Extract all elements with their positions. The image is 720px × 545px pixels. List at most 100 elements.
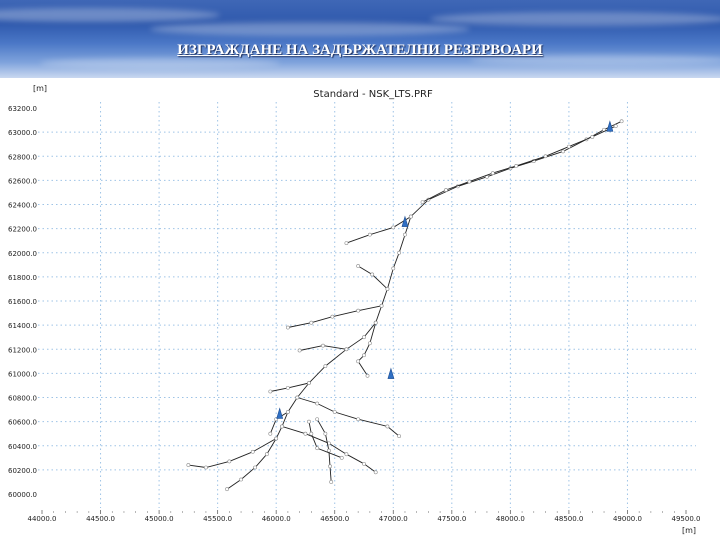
reservoir-layer: [276, 120, 614, 419]
network-node: [297, 348, 302, 353]
network-node: [567, 144, 571, 149]
network-node: [321, 343, 325, 348]
y-axis-label: [m]: [33, 84, 47, 93]
x-tick-label: 49000.0: [613, 515, 642, 523]
network-node: [356, 417, 361, 422]
chart-area: Standard - NSK_LTS.PRF [m] [m] 44000.0 44…: [0, 78, 720, 540]
network-node: [264, 452, 269, 457]
network-node: [370, 272, 375, 277]
grid-layer: [38, 102, 696, 508]
pipe-segment: [281, 425, 376, 473]
y-tick-label: 61400.0: [8, 322, 37, 330]
y-tick-label: 62200.0: [8, 226, 37, 234]
network-node: [339, 455, 344, 460]
network-node: [285, 410, 290, 414]
network-node: [326, 448, 331, 453]
y-tick-label: 61200.0: [8, 346, 37, 354]
pipe-segment: [346, 216, 412, 244]
network-node: [420, 200, 425, 204]
y-tick-label: 62800.0: [8, 153, 37, 161]
network-node: [561, 149, 565, 154]
network-node: [227, 459, 232, 464]
network-node: [362, 335, 366, 340]
y-tick-label: 62400.0: [8, 202, 37, 210]
x-tick-label: 46500.0: [320, 515, 349, 523]
network-node: [367, 341, 372, 346]
network-node: [315, 417, 320, 422]
y-tick-label: 63200.0: [8, 105, 37, 113]
network-node: [268, 389, 273, 394]
y-tick-label: 61000.0: [8, 370, 37, 378]
network-node: [274, 436, 279, 441]
network-node: [315, 401, 320, 406]
network-node: [362, 353, 366, 358]
network-node: [408, 214, 413, 219]
network-node: [329, 480, 334, 484]
y-tick-label: 61600.0: [8, 298, 37, 306]
pipe-segment: [308, 421, 342, 459]
x-axis-label: [m]: [682, 526, 696, 535]
network-node: [332, 410, 337, 414]
network-node: [186, 463, 191, 467]
reservoir-marker: [401, 215, 409, 227]
network-node: [391, 266, 396, 271]
pipe-segment: [357, 322, 377, 377]
pipe-segment: [297, 397, 400, 437]
y-tick-label: 60600.0: [8, 419, 37, 427]
network-node: [613, 124, 618, 128]
slide-title: ИЗГРАЖДАНЕ НА ЗАДЪРЖАТЕЛНИ РЕЗЕРВОАРИ: [177, 42, 543, 58]
network-node: [330, 314, 335, 319]
ticks-layer: 44000.0 44500.0 45000.0 45500.0 46000.0 46500…: [8, 105, 700, 523]
x-tick-label: 49500.0: [672, 515, 701, 523]
x-tick-label: 45500.0: [203, 515, 232, 523]
pipe-segment: [226, 120, 622, 490]
network-node: [362, 461, 366, 466]
network-node: [379, 303, 384, 308]
network-node: [280, 424, 284, 429]
x-tick-label: 44000.0: [28, 515, 57, 523]
y-tick-label: 60000.0: [8, 491, 37, 499]
network-node: [309, 431, 314, 436]
x-tick-label: 45000.0: [145, 515, 174, 523]
pipe-segment: [357, 265, 388, 290]
slide-header: ИЗГРАЖДАНЕ НА ЗАДЪРЖАТЕЛНИ РЕЗЕРВОАРИ: [0, 0, 720, 78]
network-node: [373, 470, 378, 475]
network-node: [367, 232, 372, 237]
network-node: [356, 264, 361, 268]
network-node: [307, 381, 311, 385]
network-plot: Standard - NSK_LTS.PRF [m] [m] 44000.0 44…: [8, 84, 700, 535]
network-node: [373, 320, 378, 325]
chart-title: Standard - NSK_LTS.PRF: [313, 89, 433, 100]
network-layer: [186, 119, 624, 492]
network-node: [397, 250, 402, 255]
network-node: [385, 424, 390, 429]
network-node: [444, 188, 448, 192]
y-tick-label: 62000.0: [8, 250, 37, 258]
y-tick-label: 61800.0: [8, 274, 37, 282]
y-tick-label: 60800.0: [8, 395, 37, 403]
pipe-segment: [188, 438, 277, 468]
x-tick-label: 44500.0: [86, 515, 115, 523]
network-node: [543, 154, 548, 159]
network-node: [315, 446, 320, 451]
network-node: [323, 431, 328, 436]
network-node: [225, 487, 229, 492]
network-node: [285, 325, 290, 330]
network-node: [397, 434, 402, 439]
y-tick-label: 62600.0: [8, 177, 37, 185]
network-node: [356, 359, 361, 364]
header-streak: [430, 12, 720, 26]
header-streak: [150, 22, 470, 36]
x-tick-label: 48500.0: [554, 515, 583, 523]
network-node: [307, 419, 311, 424]
network-node: [467, 179, 472, 184]
network-node: [253, 465, 258, 470]
x-tick-label: 47500.0: [437, 515, 466, 523]
network-node: [328, 464, 332, 469]
network-node: [323, 364, 328, 369]
network-node: [204, 465, 208, 470]
header-streak: [40, 58, 280, 68]
network-node: [344, 452, 349, 457]
header-streak: [0, 8, 220, 22]
y-tick-label: 60400.0: [8, 443, 37, 451]
